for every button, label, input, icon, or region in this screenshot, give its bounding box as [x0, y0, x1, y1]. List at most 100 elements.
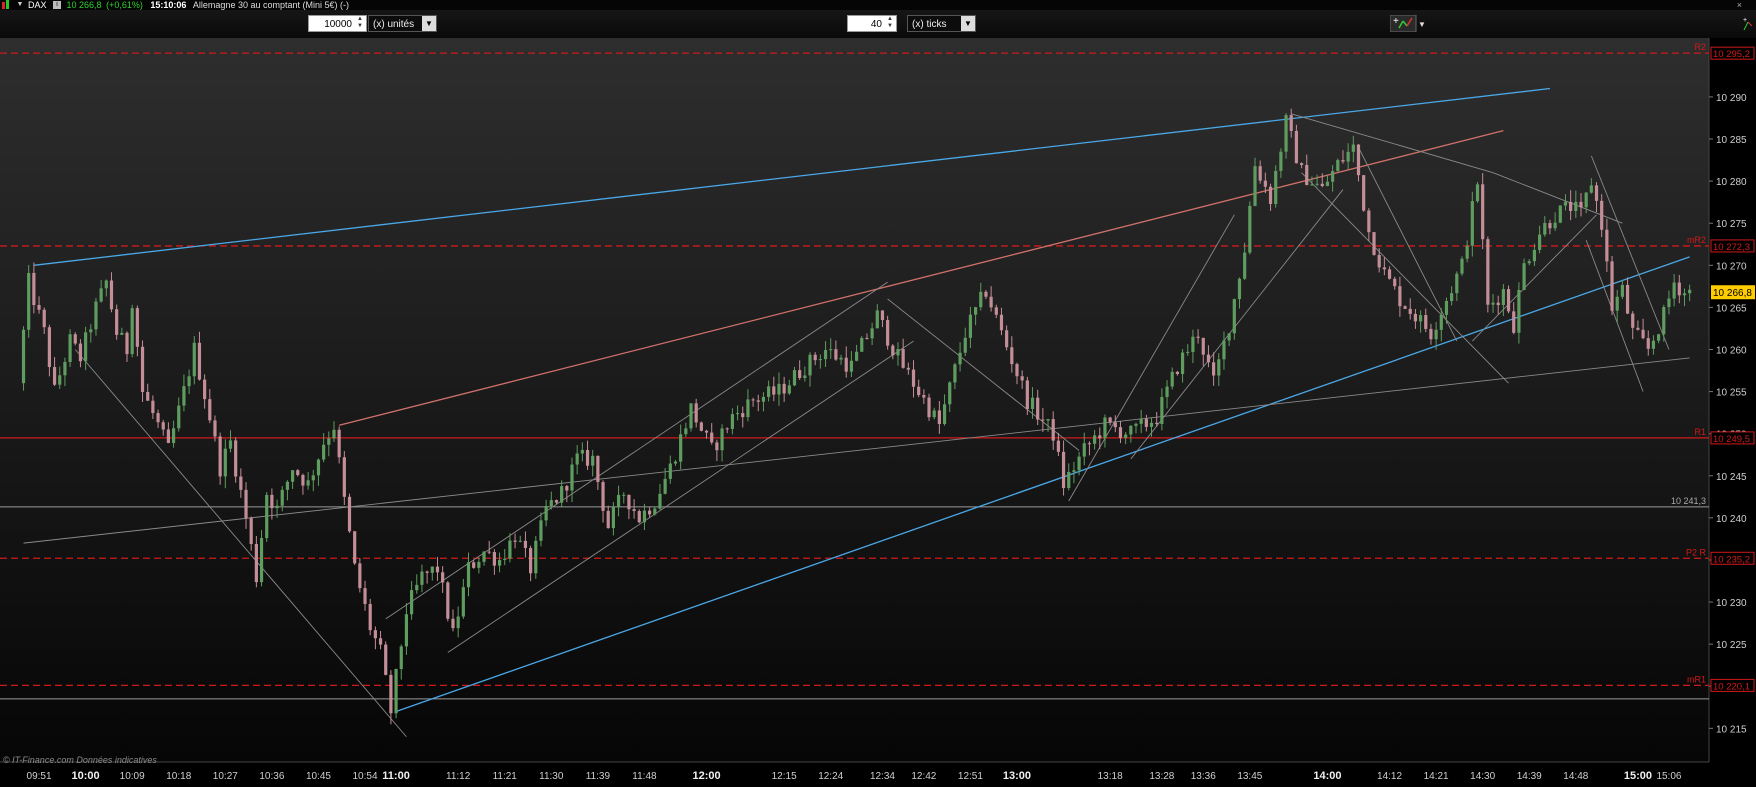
chevron-down-icon[interactable]: ▼: [422, 16, 436, 31]
candle-body[interactable]: [710, 432, 714, 443]
candle-body[interactable]: [699, 422, 703, 431]
candle-body[interactable]: [963, 337, 967, 353]
candle-body[interactable]: [585, 449, 590, 466]
candle-body[interactable]: [1103, 417, 1107, 439]
candle-body[interactable]: [580, 449, 584, 454]
candle-body[interactable]: [606, 510, 610, 529]
candle-body[interactable]: [792, 370, 797, 386]
spinner-arrows-icon[interactable]: ▲ ▼: [357, 16, 363, 29]
candle-body[interactable]: [363, 588, 367, 604]
candle-body[interactable]: [109, 280, 114, 310]
candle-body[interactable]: [694, 403, 698, 423]
candle-body[interactable]: [508, 540, 512, 559]
candle-body[interactable]: [648, 510, 652, 515]
candle-body[interactable]: [135, 308, 139, 347]
candle-body[interactable]: [322, 444, 326, 460]
candle-body[interactable]: [632, 509, 636, 512]
candle-body[interactable]: [979, 291, 983, 308]
candle-body[interactable]: [735, 413, 740, 415]
candle-body[interactable]: [389, 674, 393, 714]
candle-body[interactable]: [1139, 418, 1143, 424]
spinner-arrows-icon[interactable]: ▲ ▼: [887, 16, 893, 29]
candle-body[interactable]: [627, 494, 631, 510]
candle-body[interactable]: [1610, 261, 1614, 311]
candle-body[interactable]: [906, 367, 910, 370]
candle-body[interactable]: [1061, 451, 1066, 489]
candle-body[interactable]: [1206, 354, 1211, 363]
candle-body[interactable]: [1082, 443, 1086, 457]
candle-body[interactable]: [1315, 183, 1319, 185]
candle-body[interactable]: [679, 434, 683, 462]
candle-body[interactable]: [492, 552, 496, 566]
candle-body[interactable]: [171, 428, 176, 443]
candle-body[interactable]: [1124, 434, 1128, 438]
candle-body[interactable]: [1429, 328, 1433, 340]
candle-body[interactable]: [203, 379, 207, 400]
candle-body[interactable]: [653, 508, 657, 515]
candle-body[interactable]: [1010, 347, 1014, 365]
candle-body[interactable]: [78, 343, 83, 362]
candle-body[interactable]: [347, 496, 352, 532]
candle-body[interactable]: [1118, 427, 1123, 438]
candle-body[interactable]: [922, 395, 926, 398]
candle-body[interactable]: [1046, 419, 1050, 421]
candle-body[interactable]: [1620, 284, 1624, 297]
candle-body[interactable]: [1439, 314, 1443, 330]
candle-body[interactable]: [1310, 184, 1314, 186]
candle-body[interactable]: [704, 430, 709, 433]
candle-body[interactable]: [130, 308, 134, 355]
candle-body[interactable]: [989, 296, 993, 308]
candle-body[interactable]: [1232, 299, 1236, 334]
candle-body[interactable]: [730, 414, 735, 429]
candle-body[interactable]: [21, 329, 26, 384]
candle-body[interactable]: [1025, 380, 1029, 410]
candle-body[interactable]: [192, 342, 196, 377]
candle-body[interactable]: [839, 357, 843, 360]
candle-body[interactable]: [409, 590, 414, 615]
trend-line-grey[interactable]: [1585, 239, 1644, 392]
candle-body[interactable]: [1548, 223, 1552, 229]
candle-body[interactable]: [767, 386, 771, 397]
candle-body[interactable]: [89, 329, 93, 333]
candle-body[interactable]: [1662, 307, 1666, 335]
candle-body[interactable]: [1299, 163, 1304, 165]
candle-body[interactable]: [1015, 364, 1019, 377]
candle-body[interactable]: [777, 383, 781, 395]
candle-body[interactable]: [1667, 298, 1671, 308]
candle-body[interactable]: [197, 342, 202, 380]
candle-body[interactable]: [1615, 296, 1619, 311]
candle-body[interactable]: [1196, 336, 1200, 338]
candle-body[interactable]: [327, 438, 331, 445]
candle-body[interactable]: [1641, 329, 1645, 339]
candle-body[interactable]: [1134, 423, 1138, 426]
trend-line-red[interactable]: [338, 129, 1504, 426]
candle-body[interactable]: [368, 603, 372, 631]
candle-body[interactable]: [1180, 352, 1185, 375]
candle-body[interactable]: [1543, 223, 1547, 235]
candle-body[interactable]: [1600, 200, 1604, 230]
candle-body[interactable]: [254, 543, 258, 583]
candle-body[interactable]: [358, 563, 362, 589]
candle-body[interactable]: [1558, 205, 1562, 223]
candle-body[interactable]: [1253, 166, 1257, 206]
candle-body[interactable]: [482, 551, 486, 562]
candle-body[interactable]: [104, 280, 108, 289]
candle-body[interactable]: [544, 505, 548, 521]
candle-body[interactable]: [472, 562, 476, 568]
candle-body[interactable]: [622, 494, 626, 496]
candle-body[interactable]: [1460, 258, 1464, 274]
candle-body[interactable]: [798, 370, 802, 378]
candle-body[interactable]: [565, 486, 569, 491]
candle-body[interactable]: [1418, 315, 1423, 322]
candle-body[interactable]: [1346, 151, 1350, 162]
trend-line-grey[interactable]: [447, 340, 914, 653]
candle-body[interactable]: [120, 332, 124, 335]
candle-body[interactable]: [741, 413, 745, 418]
trend-line-grey[interactable]: [1130, 189, 1344, 460]
candle-body[interactable]: [1284, 115, 1288, 152]
candle-body[interactable]: [999, 314, 1004, 331]
trend-line-grey[interactable]: [1590, 155, 1670, 350]
candle-body[interactable]: [1243, 252, 1247, 279]
candle-body[interactable]: [1341, 160, 1345, 162]
candle-body[interactable]: [751, 399, 755, 401]
